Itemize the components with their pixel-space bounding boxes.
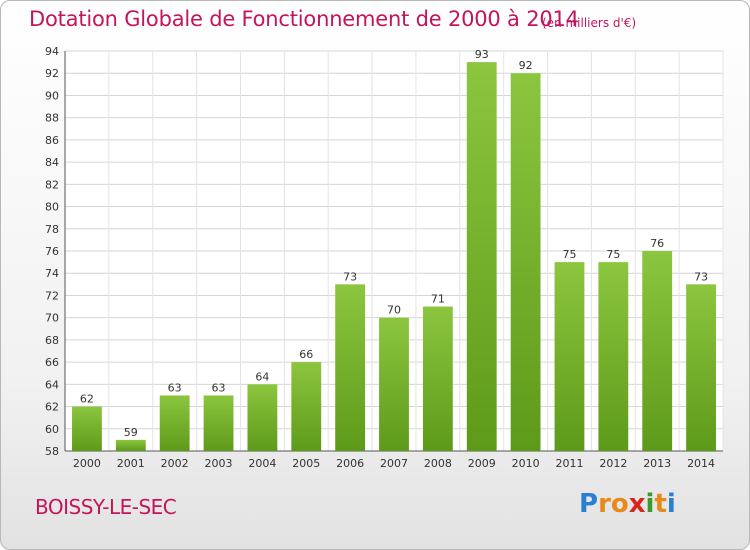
x-tick-label-2003: 2003 — [205, 457, 233, 470]
x-tick-label-2004: 2004 — [248, 457, 276, 470]
x-tick-label-2012: 2012 — [599, 457, 627, 470]
bar-2011 — [554, 262, 585, 451]
value-label-2014: 73 — [694, 270, 708, 283]
y-tick-label: 62 — [45, 401, 59, 414]
value-label-2005: 66 — [299, 348, 313, 361]
value-label-2004: 64 — [255, 370, 269, 383]
y-tick-label: 58 — [45, 445, 59, 458]
y-tick-label: 86 — [45, 134, 59, 147]
y-tick-label: 92 — [45, 67, 59, 80]
logo-letter: P — [579, 489, 599, 519]
value-label-2003: 63 — [212, 381, 226, 394]
bar-2009 — [466, 62, 497, 451]
bar-2010 — [510, 73, 541, 451]
x-tick-label-2007: 2007 — [380, 457, 408, 470]
x-tick-label-2005: 2005 — [292, 457, 320, 470]
value-label-2001: 59 — [124, 426, 138, 439]
logo-letter: t — [654, 489, 667, 519]
value-label-2000: 62 — [80, 393, 94, 406]
y-tick-label: 70 — [45, 312, 59, 325]
x-tick-label-2001: 2001 — [117, 457, 145, 470]
x-tick-label-2011: 2011 — [555, 457, 583, 470]
x-tick-label-2009: 2009 — [468, 457, 496, 470]
bar-2008 — [422, 306, 453, 451]
bar-2000 — [72, 406, 102, 451]
value-label-2013: 76 — [650, 237, 664, 250]
y-tick-label: 72 — [45, 289, 59, 302]
y-tick-label: 68 — [45, 334, 59, 347]
logo-letter: i — [645, 489, 655, 519]
value-label-2012: 75 — [606, 248, 620, 261]
logo-letter: x — [628, 489, 646, 519]
y-tick-label: 90 — [45, 89, 59, 102]
bar-2012 — [598, 262, 629, 451]
y-tick-label: 94 — [45, 45, 59, 58]
bar-2005 — [291, 362, 322, 451]
bar-2002 — [159, 395, 190, 451]
value-label-2006: 73 — [343, 270, 357, 283]
x-tick-label-2008: 2008 — [424, 457, 452, 470]
x-tick-label-2006: 2006 — [336, 457, 364, 470]
y-tick-label: 76 — [45, 245, 59, 258]
y-tick-label: 82 — [45, 178, 59, 191]
bar-2001 — [115, 439, 146, 451]
value-label-2007: 70 — [387, 304, 401, 317]
y-tick-label: 74 — [45, 267, 59, 280]
chart-unit: (en milliers d'€) — [542, 16, 637, 30]
value-label-2011: 75 — [562, 248, 576, 261]
x-tick-label-2002: 2002 — [161, 457, 189, 470]
chart-title: Dotation Globale de Fonctionnement de 20… — [29, 7, 579, 31]
bar-2007 — [379, 317, 409, 451]
y-tick-label: 66 — [45, 356, 59, 369]
x-tick-label-2014: 2014 — [687, 457, 715, 470]
y-tick-label: 88 — [45, 112, 59, 125]
bar-2013 — [642, 251, 673, 451]
y-tick-label: 80 — [45, 201, 59, 214]
y-tick-label: 78 — [45, 223, 59, 236]
bar-2004 — [247, 384, 278, 451]
value-label-2009: 93 — [475, 48, 489, 61]
bar-2014 — [686, 284, 716, 451]
bar-2006 — [335, 284, 366, 451]
x-tick-label-2000: 2000 — [73, 457, 101, 470]
commune-name: BOISSY-LE-SEC — [35, 495, 177, 519]
value-label-2008: 71 — [431, 293, 445, 306]
y-tick-label: 60 — [45, 423, 59, 436]
bar-2003 — [203, 395, 234, 451]
proxiti-logo: Proxiti — [579, 489, 676, 519]
value-label-2010: 92 — [519, 59, 533, 72]
x-tick-label-2013: 2013 — [643, 457, 671, 470]
y-tick-label: 64 — [45, 378, 59, 391]
logo-letter: r — [598, 489, 611, 519]
x-tick-label-2010: 2010 — [512, 457, 540, 470]
y-tick-label: 84 — [45, 156, 59, 169]
value-label-2002: 63 — [168, 381, 182, 394]
logo-letter: o — [610, 489, 629, 519]
logo-letter: i — [666, 489, 676, 519]
